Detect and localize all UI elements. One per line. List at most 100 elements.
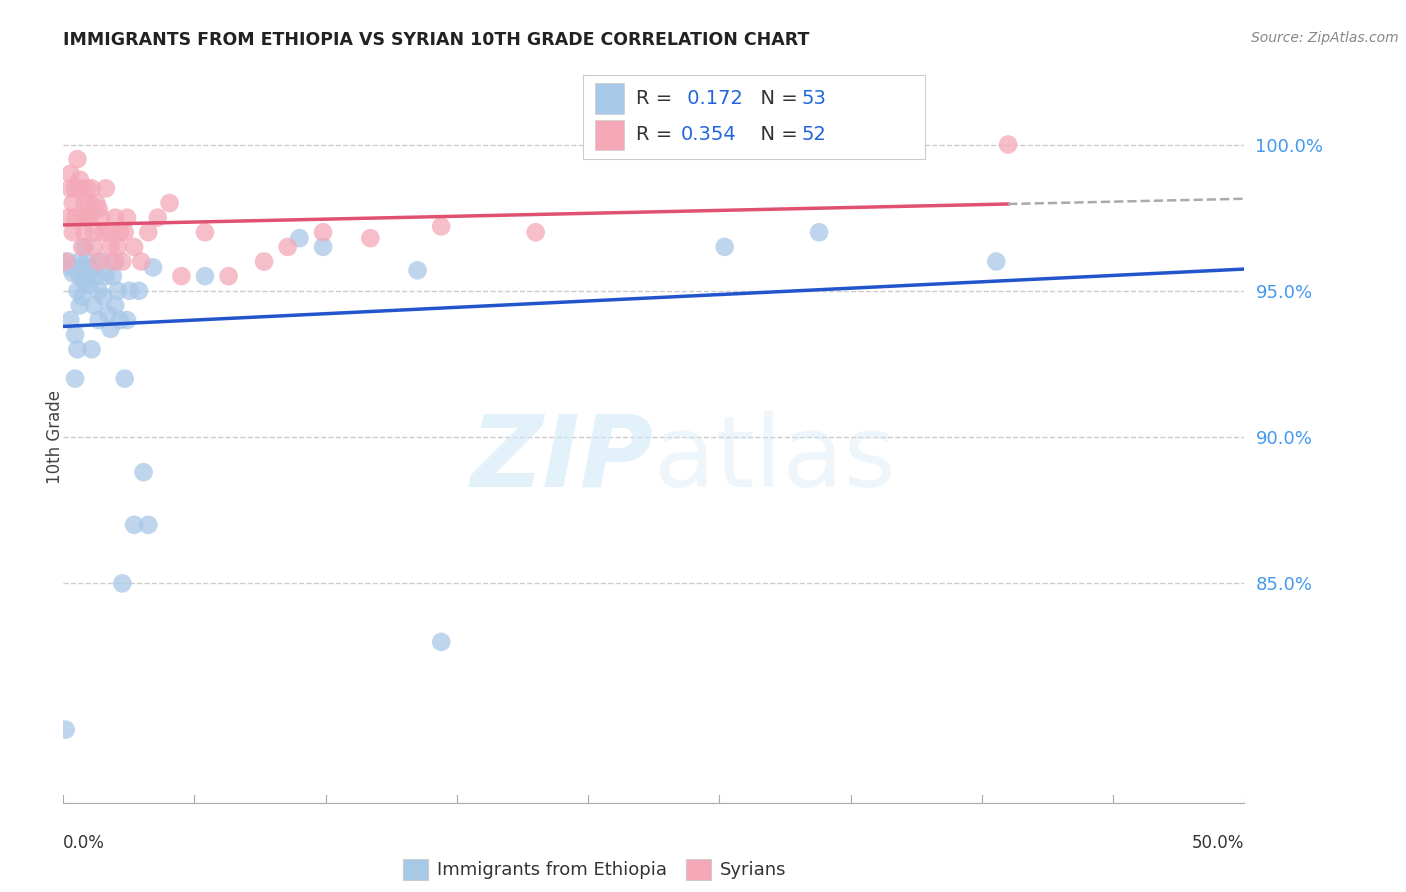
Point: [170, 269, 193, 284]
Text: 0.354: 0.354: [681, 126, 737, 145]
Point: [63, 211, 86, 225]
Point: [128, 284, 150, 298]
Point: [713, 240, 735, 254]
Point: [59, 167, 82, 181]
Point: [87, 284, 110, 298]
Point: [218, 269, 240, 284]
Point: [111, 576, 134, 591]
Point: [77, 277, 100, 292]
Point: [122, 517, 145, 532]
Point: [194, 225, 217, 239]
Point: [59, 313, 82, 327]
Point: [83, 225, 105, 239]
Point: [107, 284, 129, 298]
Point: [66, 152, 89, 166]
Point: [70, 240, 93, 254]
Y-axis label: 10th Grade: 10th Grade: [46, 390, 63, 484]
Point: [312, 225, 335, 239]
Point: [87, 254, 110, 268]
Text: 0.172: 0.172: [681, 89, 742, 108]
Point: [86, 269, 108, 284]
Point: [101, 269, 124, 284]
Point: [55, 254, 77, 268]
Point: [115, 211, 138, 225]
Point: [111, 254, 134, 268]
Point: [77, 196, 100, 211]
FancyBboxPatch shape: [595, 120, 624, 151]
Point: [87, 202, 110, 216]
Text: atlas: atlas: [654, 410, 896, 508]
Text: 53: 53: [801, 89, 827, 108]
Point: [277, 240, 299, 254]
Point: [253, 254, 276, 268]
Point: [808, 225, 831, 239]
Point: [136, 225, 159, 239]
Point: [114, 225, 136, 239]
Point: [94, 269, 117, 284]
Point: [146, 211, 169, 225]
Point: [97, 307, 120, 321]
Point: [101, 254, 124, 268]
FancyBboxPatch shape: [595, 83, 624, 114]
Point: [63, 181, 86, 195]
Point: [76, 181, 98, 195]
Point: [63, 327, 86, 342]
Text: N =: N =: [748, 89, 804, 108]
Point: [80, 343, 103, 357]
Point: [76, 211, 98, 225]
Point: [108, 225, 131, 239]
Point: [83, 240, 105, 254]
Point: [430, 635, 453, 649]
Point: [62, 225, 84, 239]
Point: [100, 322, 122, 336]
Point: [59, 181, 82, 195]
Point: [56, 254, 79, 268]
Point: [524, 225, 547, 239]
Point: [90, 211, 112, 225]
Point: [159, 196, 181, 211]
Point: [430, 219, 453, 234]
Point: [63, 371, 86, 385]
Point: [359, 231, 381, 245]
Point: [69, 181, 91, 195]
Text: IMMIGRANTS FROM ETHIOPIA VS SYRIAN 10TH GRADE CORRELATION CHART: IMMIGRANTS FROM ETHIOPIA VS SYRIAN 10TH …: [63, 31, 810, 49]
Point: [104, 298, 127, 312]
Point: [80, 181, 103, 195]
Text: ZIP: ZIP: [471, 410, 654, 508]
Point: [73, 275, 96, 289]
Point: [94, 181, 117, 195]
Point: [122, 240, 145, 254]
Point: [83, 298, 105, 312]
Point: [132, 465, 155, 479]
Point: [406, 263, 429, 277]
Point: [73, 240, 96, 254]
Point: [100, 240, 122, 254]
Point: [69, 269, 91, 284]
Point: [77, 263, 100, 277]
Point: [194, 269, 217, 284]
Point: [76, 269, 98, 284]
Text: 52: 52: [801, 126, 827, 145]
Text: R =: R =: [636, 126, 679, 145]
Point: [90, 254, 112, 268]
Text: R =: R =: [636, 89, 679, 108]
Point: [93, 225, 115, 239]
Point: [62, 196, 84, 211]
Point: [59, 260, 82, 275]
Point: [70, 260, 93, 275]
Point: [136, 517, 159, 532]
Point: [69, 172, 91, 186]
Point: [118, 284, 141, 298]
Legend: Immigrants from Ethiopia, Syrians: Immigrants from Ethiopia, Syrians: [394, 850, 796, 888]
Point: [76, 254, 98, 268]
Point: [997, 137, 1019, 152]
Point: [87, 313, 110, 327]
Point: [142, 260, 165, 275]
Text: N =: N =: [748, 126, 804, 145]
Point: [69, 298, 91, 312]
Point: [66, 284, 89, 298]
Point: [97, 225, 120, 239]
Point: [66, 343, 89, 357]
Point: [114, 371, 136, 385]
Point: [73, 196, 96, 211]
